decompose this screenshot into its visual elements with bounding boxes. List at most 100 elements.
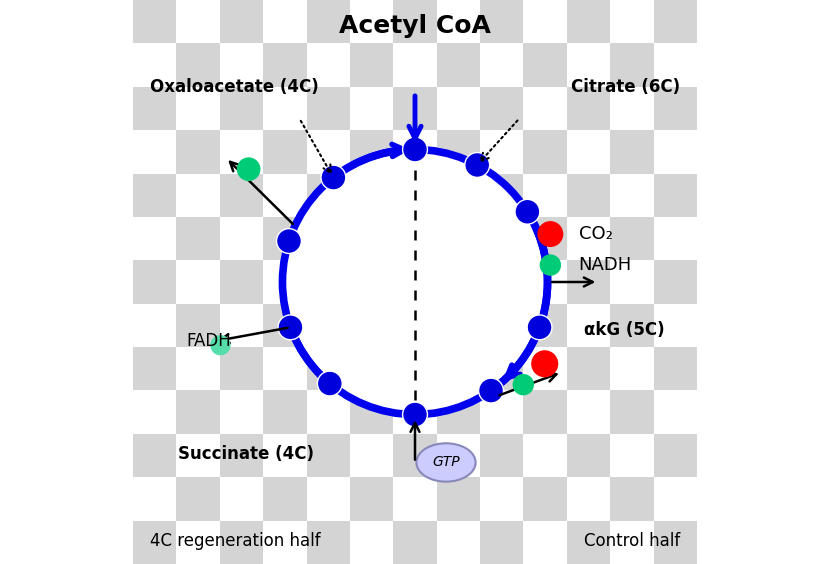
Bar [524,87,567,130]
Circle shape [276,228,301,253]
Bar [177,521,220,564]
Bar [263,261,306,303]
Bar [653,174,697,217]
Bar [437,521,480,564]
Bar [306,303,350,347]
Bar [524,347,567,390]
Circle shape [515,199,540,224]
Bar [653,261,697,303]
Bar [697,130,740,174]
Bar [567,434,610,477]
Bar [610,43,653,87]
Bar [653,0,697,43]
Bar [220,217,263,261]
Bar [263,217,306,261]
Bar [437,434,480,477]
Bar [653,390,697,434]
Circle shape [513,374,534,395]
Bar [567,390,610,434]
Bar [306,347,350,390]
Bar [350,390,393,434]
Bar [133,521,177,564]
Bar [306,261,350,303]
Bar [437,390,480,434]
Bar [567,130,610,174]
Bar [220,303,263,347]
Bar [306,521,350,564]
Bar [393,521,437,564]
Bar [263,521,306,564]
Bar [524,174,567,217]
Bar [177,303,220,347]
Circle shape [537,221,564,247]
Text: Acetyl CoA: Acetyl CoA [339,14,491,38]
Bar [567,477,610,521]
Bar [697,347,740,390]
Circle shape [465,153,490,178]
Bar [350,477,393,521]
Bar [306,477,350,521]
Bar [524,261,567,303]
Bar [133,347,177,390]
Bar [350,434,393,477]
Bar [133,303,177,347]
Bar [567,174,610,217]
Bar [437,347,480,390]
Bar [177,477,220,521]
Bar [177,130,220,174]
Text: CO₂: CO₂ [579,225,613,243]
Bar [220,174,263,217]
Bar [653,347,697,390]
Text: NADH: NADH [579,256,632,274]
Bar [263,87,306,130]
Bar [697,0,740,43]
Bar [306,0,350,43]
Bar [133,434,177,477]
Bar [220,390,263,434]
Bar [697,87,740,130]
Bar [177,434,220,477]
Text: Citrate (6C): Citrate (6C) [571,78,680,96]
Bar [610,390,653,434]
Bar [306,390,350,434]
Bar [437,217,480,261]
Bar [610,87,653,130]
Bar [350,130,393,174]
Circle shape [210,335,231,355]
Bar [393,130,437,174]
Bar [567,43,610,87]
Bar [524,477,567,521]
Bar [263,434,306,477]
Bar [437,87,480,130]
Bar [610,477,653,521]
Bar [306,43,350,87]
Bar [480,217,524,261]
Bar [653,217,697,261]
Bar [177,87,220,130]
Bar [263,43,306,87]
Bar [350,347,393,390]
Circle shape [282,149,548,415]
Bar [697,477,740,521]
Bar [220,130,263,174]
Bar [437,174,480,217]
Bar [480,87,524,130]
Bar [653,130,697,174]
Text: αkG (5C): αkG (5C) [584,321,665,339]
Bar [350,303,393,347]
Bar [350,174,393,217]
Bar [306,217,350,261]
Bar [350,217,393,261]
Text: Oxaloacetate (4C): Oxaloacetate (4C) [150,78,319,96]
Bar [437,130,480,174]
Bar [567,521,610,564]
Bar [263,477,306,521]
Bar [437,0,480,43]
Bar [306,87,350,130]
Bar [480,477,524,521]
Text: Control half: Control half [583,532,680,550]
Bar [697,390,740,434]
Bar [480,434,524,477]
Bar [480,174,524,217]
Bar [220,261,263,303]
